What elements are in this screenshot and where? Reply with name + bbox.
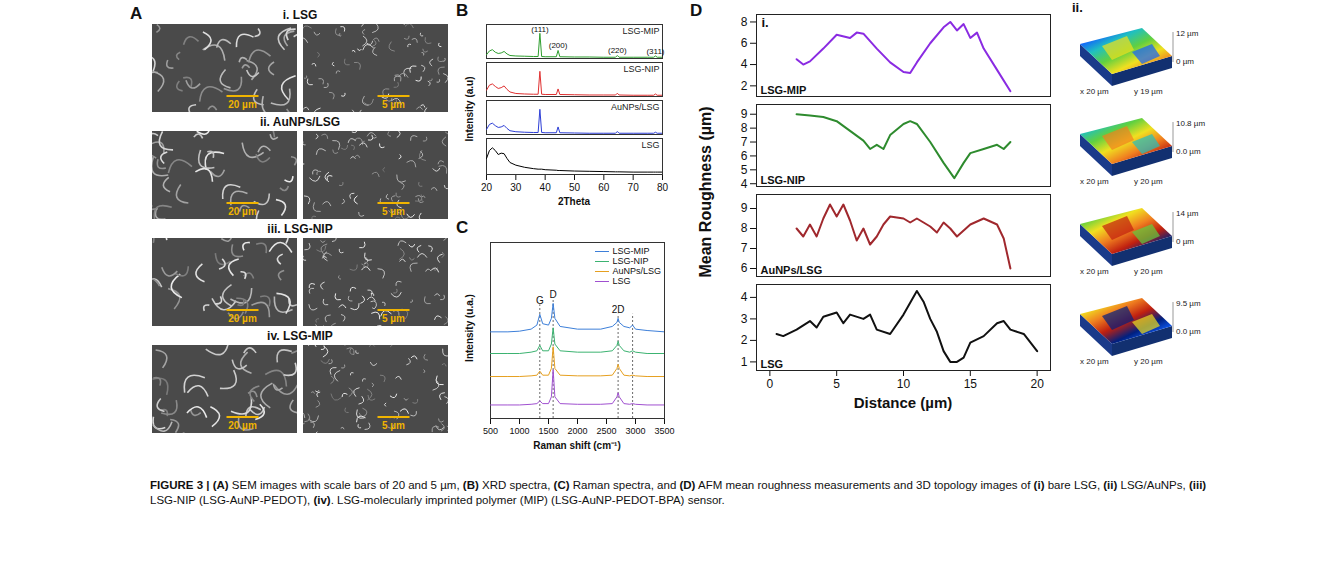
svg-text:AuNPs/LSG: AuNPs/LSG	[611, 102, 660, 112]
svg-text:1: 1	[741, 355, 748, 369]
svg-text:3000: 3000	[625, 426, 645, 436]
svg-text:7: 7	[741, 241, 748, 255]
svg-text:x 20 µm: x 20 µm	[1080, 177, 1109, 186]
svg-text:9: 9	[741, 201, 748, 215]
html-text:AuNPs/LSG: AuNPs/LSG	[612, 266, 661, 276]
html-text:LSG-NIP (LSG-AuNP-PEDOT), (iv): LSG-NIP (LSG-AuNP-PEDOT), (iv). LSG-mole…	[150, 494, 725, 506]
svg-text:6: 6	[741, 149, 748, 163]
svg-text:0: 0	[767, 377, 774, 391]
svg-text:12 µm: 12 µm	[1176, 29, 1199, 38]
svg-text:x 20 µm: x 20 µm	[1080, 357, 1109, 366]
html-text:B: B	[456, 1, 469, 20]
svg-text:7: 7	[741, 135, 748, 149]
svg-text:y 19 µm: y 19 µm	[1134, 87, 1163, 96]
svg-text:y 20 µm: y 20 µm	[1134, 267, 1163, 276]
svg-text:0.0 µm: 0.0 µm	[1176, 327, 1201, 336]
svg-text:D: D	[550, 289, 557, 300]
svg-text:8: 8	[741, 121, 748, 135]
svg-text:20 µm: 20 µm	[228, 206, 257, 217]
html-text:2Theta: 2Theta	[557, 196, 591, 207]
svg-text:5: 5	[741, 163, 748, 177]
html-text:A: A	[130, 4, 143, 23]
svg-text:4: 4	[741, 57, 748, 71]
svg-text:LSG: LSG	[761, 358, 784, 370]
svg-text:G: G	[536, 295, 544, 306]
svg-text:LSG-MIP: LSG-MIP	[622, 26, 659, 36]
svg-text:x 20 µm: x 20 µm	[1080, 267, 1109, 276]
svg-text:70: 70	[628, 182, 640, 193]
svg-text:5 µm: 5 µm	[382, 99, 405, 110]
svg-text:500: 500	[483, 426, 498, 436]
svg-text:2000: 2000	[567, 426, 587, 436]
svg-text:y 20 µm: y 20 µm	[1134, 177, 1163, 186]
html-text:iii. LSG-NIP: iii. LSG-NIP	[267, 222, 333, 236]
svg-text:3500: 3500	[654, 426, 674, 436]
svg-text:0 µm: 0 µm	[1176, 57, 1194, 66]
svg-text:i.: i.	[762, 15, 769, 30]
svg-text:6: 6	[741, 36, 748, 50]
svg-text:2500: 2500	[596, 426, 616, 436]
html-text:Intensity (u.a.): Intensity (u.a.)	[463, 294, 475, 362]
html-text:ii. AuNPs/LSG: ii. AuNPs/LSG	[259, 115, 341, 129]
svg-text:60: 60	[598, 182, 610, 193]
html-text:C: C	[456, 218, 469, 237]
svg-text:6: 6	[741, 261, 748, 275]
html-text:i. LSG: i. LSG	[282, 8, 318, 22]
svg-text:(220): (220)	[608, 46, 627, 55]
svg-text:40: 40	[540, 182, 552, 193]
html-text:LSG: LSG	[612, 276, 631, 286]
svg-text:10.8 µm: 10.8 µm	[1176, 119, 1205, 128]
html-text:iv. LSG-MIP: iv. LSG-MIP	[267, 329, 333, 343]
svg-text:(111): (111)	[531, 25, 549, 34]
svg-text:5 µm: 5 µm	[382, 313, 405, 324]
svg-text:LSG: LSG	[641, 140, 659, 150]
svg-text:14 µm: 14 µm	[1176, 209, 1199, 218]
svg-text:8: 8	[741, 221, 748, 235]
svg-text:20 µm: 20 µm	[228, 420, 257, 431]
html-text:FIGURE 3 | (A) SEM images with: FIGURE 3 | (A) SEM images with scale bar…	[150, 479, 1207, 491]
html-text:LSG-NIP: LSG-NIP	[612, 256, 649, 266]
svg-text:5 µm: 5 µm	[382, 420, 405, 431]
html-text:LSG-MIP: LSG-MIP	[612, 246, 650, 256]
svg-text:LSG-NIP: LSG-NIP	[623, 64, 659, 74]
html-text:ii.: ii.	[1072, 0, 1083, 15]
svg-text:9.5 µm: 9.5 µm	[1176, 299, 1201, 308]
svg-text:20 µm: 20 µm	[228, 99, 257, 110]
svg-text:1000: 1000	[509, 426, 529, 436]
svg-text:9: 9	[741, 107, 748, 121]
svg-text:LSG-NIP: LSG-NIP	[761, 174, 806, 186]
svg-text:4: 4	[741, 177, 748, 190]
svg-text:80: 80	[657, 182, 669, 193]
html-text:Mean Roughness (µm): Mean Roughness (µm)	[697, 106, 714, 278]
svg-text:8: 8	[741, 15, 748, 29]
svg-text:20: 20	[481, 182, 493, 193]
html-text:Distance (µm): Distance (µm)	[853, 394, 953, 411]
svg-text:LSG-MIP: LSG-MIP	[761, 84, 807, 96]
html-text:D: D	[690, 1, 703, 20]
svg-text:50: 50	[569, 182, 581, 193]
svg-text:4: 4	[741, 290, 748, 304]
svg-text:y 20 µm: y 20 µm	[1134, 357, 1163, 366]
svg-text:5: 5	[833, 377, 840, 391]
svg-text:x 20 µm: x 20 µm	[1080, 87, 1109, 96]
svg-text:10: 10	[897, 377, 911, 391]
svg-text:20: 20	[1030, 377, 1044, 391]
svg-text:2D: 2D	[612, 304, 625, 315]
svg-text:1500: 1500	[538, 426, 558, 436]
svg-text:0.0 µm: 0.0 µm	[1176, 147, 1201, 156]
svg-text:AuNPs/LSG: AuNPs/LSG	[761, 264, 823, 276]
html-text:Intensity (a.u): Intensity (a.u)	[463, 76, 475, 142]
svg-text:3: 3	[741, 312, 748, 326]
svg-text:(200): (200)	[549, 41, 568, 50]
html-text:Raman shift (cm⁻¹): Raman shift (cm⁻¹)	[533, 440, 621, 451]
svg-text:15: 15	[964, 377, 978, 391]
svg-text:0 µm: 0 µm	[1176, 237, 1194, 246]
svg-text:2: 2	[741, 333, 748, 347]
svg-text:(311): (311)	[646, 47, 664, 56]
svg-text:20 µm: 20 µm	[228, 313, 257, 324]
svg-text:5 µm: 5 µm	[382, 206, 405, 217]
svg-text:2: 2	[741, 79, 748, 93]
svg-text:30: 30	[510, 182, 522, 193]
